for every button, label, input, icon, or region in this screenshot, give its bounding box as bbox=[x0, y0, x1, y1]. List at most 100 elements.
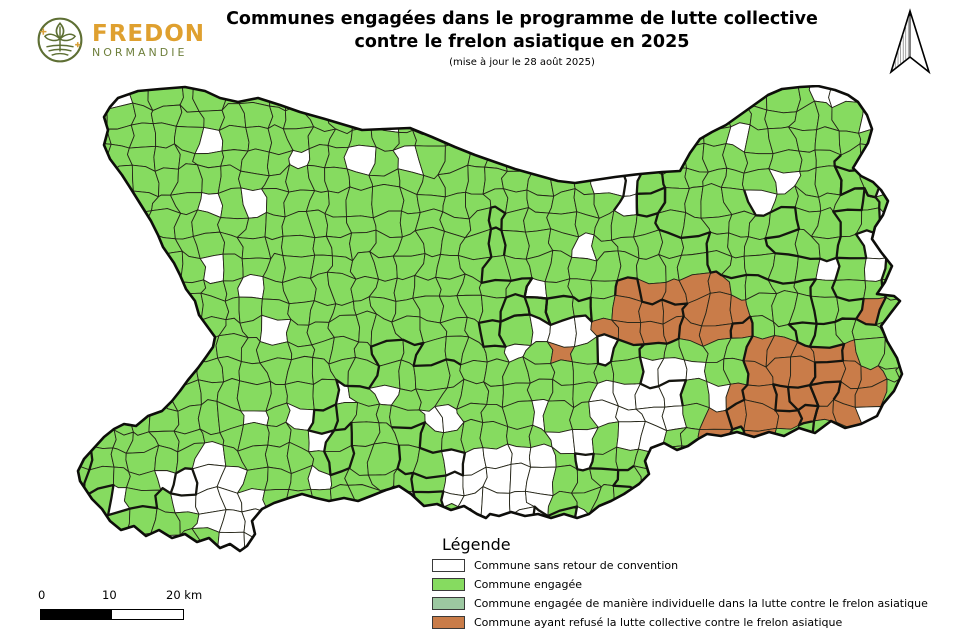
commune-polygon bbox=[0, 382, 28, 411]
commune-polygon bbox=[944, 446, 970, 468]
commune-polygon bbox=[78, 105, 89, 126]
commune-polygon bbox=[793, 490, 812, 513]
commune-polygon bbox=[478, 86, 511, 111]
commune-polygon bbox=[78, 364, 94, 392]
commune-polygon bbox=[881, 143, 902, 172]
commune-polygon bbox=[78, 493, 90, 516]
commune-polygon bbox=[17, 383, 45, 410]
commune-polygon bbox=[587, 106, 624, 127]
commune-polygon bbox=[594, 124, 615, 155]
commune-polygon bbox=[569, 125, 602, 156]
legend-item: Commune ayant refusé la lutte collective… bbox=[432, 616, 967, 629]
commune-polygon bbox=[132, 207, 153, 239]
commune-polygon bbox=[842, 489, 864, 515]
commune-polygon bbox=[0, 363, 22, 388]
commune-polygon bbox=[798, 149, 817, 172]
commune-polygon bbox=[0, 148, 19, 173]
commune-polygon bbox=[377, 533, 402, 551]
commune-polygon bbox=[16, 406, 46, 429]
commune-polygon bbox=[345, 186, 374, 219]
commune-polygon bbox=[0, 171, 25, 193]
district-boundary bbox=[78, 398, 199, 517]
commune-polygon bbox=[39, 490, 66, 511]
commune-polygon bbox=[898, 101, 902, 135]
commune-polygon bbox=[40, 386, 71, 407]
commune-polygon bbox=[39, 342, 71, 369]
legend-label: Commune engagée bbox=[474, 578, 583, 591]
commune-polygon bbox=[78, 275, 93, 299]
legend-label: Commune engagée de manière individuelle … bbox=[474, 597, 928, 610]
commune-polygon bbox=[942, 357, 970, 388]
commune-polygon bbox=[899, 210, 902, 238]
commune-polygon bbox=[944, 425, 970, 448]
commune-polygon bbox=[918, 174, 948, 194]
commune-polygon bbox=[89, 208, 118, 241]
commune-polygon bbox=[655, 127, 689, 154]
commune-polygon bbox=[899, 489, 902, 518]
commune-polygon bbox=[83, 535, 113, 551]
commune-polygon bbox=[326, 514, 360, 539]
title-line-2: contre le frelon asiatique en 2025 bbox=[354, 32, 690, 52]
commune-polygon bbox=[502, 86, 533, 113]
commune-polygon bbox=[724, 491, 758, 519]
commune-polygon bbox=[727, 511, 755, 529]
commune-polygon bbox=[924, 85, 954, 111]
commune-polygon bbox=[436, 101, 462, 135]
commune-polygon bbox=[948, 465, 970, 490]
commune-polygon bbox=[20, 216, 49, 238]
commune-polygon bbox=[526, 378, 554, 402]
commune-polygon bbox=[922, 467, 952, 491]
commune-polygon bbox=[393, 508, 418, 535]
commune-polygon bbox=[132, 231, 159, 259]
commune-polygon bbox=[723, 447, 750, 474]
commune-polygon bbox=[946, 485, 970, 516]
commune-polygon bbox=[103, 400, 134, 436]
commune-polygon bbox=[810, 510, 844, 537]
commune-polygon bbox=[0, 257, 20, 282]
commune-polygon bbox=[42, 446, 70, 468]
commune-polygon bbox=[87, 377, 114, 411]
commune-polygon bbox=[698, 99, 732, 132]
commune-polygon bbox=[524, 466, 557, 497]
commune-polygon bbox=[612, 485, 643, 514]
scale-tick-10: 10 bbox=[102, 588, 117, 602]
commune-polygon bbox=[0, 237, 21, 261]
commune-polygon bbox=[43, 85, 72, 111]
commune-polygon bbox=[222, 253, 244, 282]
commune-polygon bbox=[436, 86, 467, 112]
commune-polygon bbox=[922, 431, 947, 450]
commune-polygon bbox=[78, 123, 89, 156]
commune-polygon bbox=[17, 125, 47, 149]
commune-polygon bbox=[103, 378, 136, 406]
legend-swatch-individual bbox=[432, 597, 465, 610]
commune-polygon bbox=[152, 276, 182, 298]
commune-polygon bbox=[347, 86, 382, 110]
commune-polygon bbox=[928, 314, 944, 345]
commune-polygon bbox=[479, 421, 509, 450]
commune-polygon bbox=[78, 249, 93, 279]
commune-polygon bbox=[610, 509, 643, 535]
legend-item: Commune engagée bbox=[432, 578, 967, 591]
commune-polygon bbox=[922, 154, 948, 178]
commune-polygon bbox=[460, 124, 490, 148]
commune-polygon bbox=[123, 274, 158, 300]
commune-polygon bbox=[42, 209, 65, 240]
commune-polygon bbox=[921, 448, 947, 473]
commune-polygon bbox=[125, 253, 159, 279]
commune-polygon bbox=[0, 486, 24, 514]
commune-polygon bbox=[38, 166, 71, 196]
commune-polygon bbox=[104, 359, 135, 387]
commune-polygon bbox=[88, 235, 112, 259]
commune-polygon bbox=[488, 126, 512, 148]
commune-polygon bbox=[18, 166, 47, 192]
commune-polygon bbox=[683, 359, 708, 383]
commune-polygon bbox=[0, 513, 27, 533]
commune-polygon bbox=[831, 470, 863, 495]
commune-polygon bbox=[834, 257, 867, 282]
scale-bar: 0 10 20 km bbox=[36, 588, 256, 630]
legend-item: Commune engagée de manière individuelle … bbox=[432, 597, 967, 610]
legend-swatch-engaged bbox=[432, 578, 465, 591]
commune-polygon bbox=[925, 341, 951, 364]
district-boundary bbox=[17, 122, 73, 196]
fredon-logo: FREDON NORMANDIE bbox=[36, 16, 205, 64]
